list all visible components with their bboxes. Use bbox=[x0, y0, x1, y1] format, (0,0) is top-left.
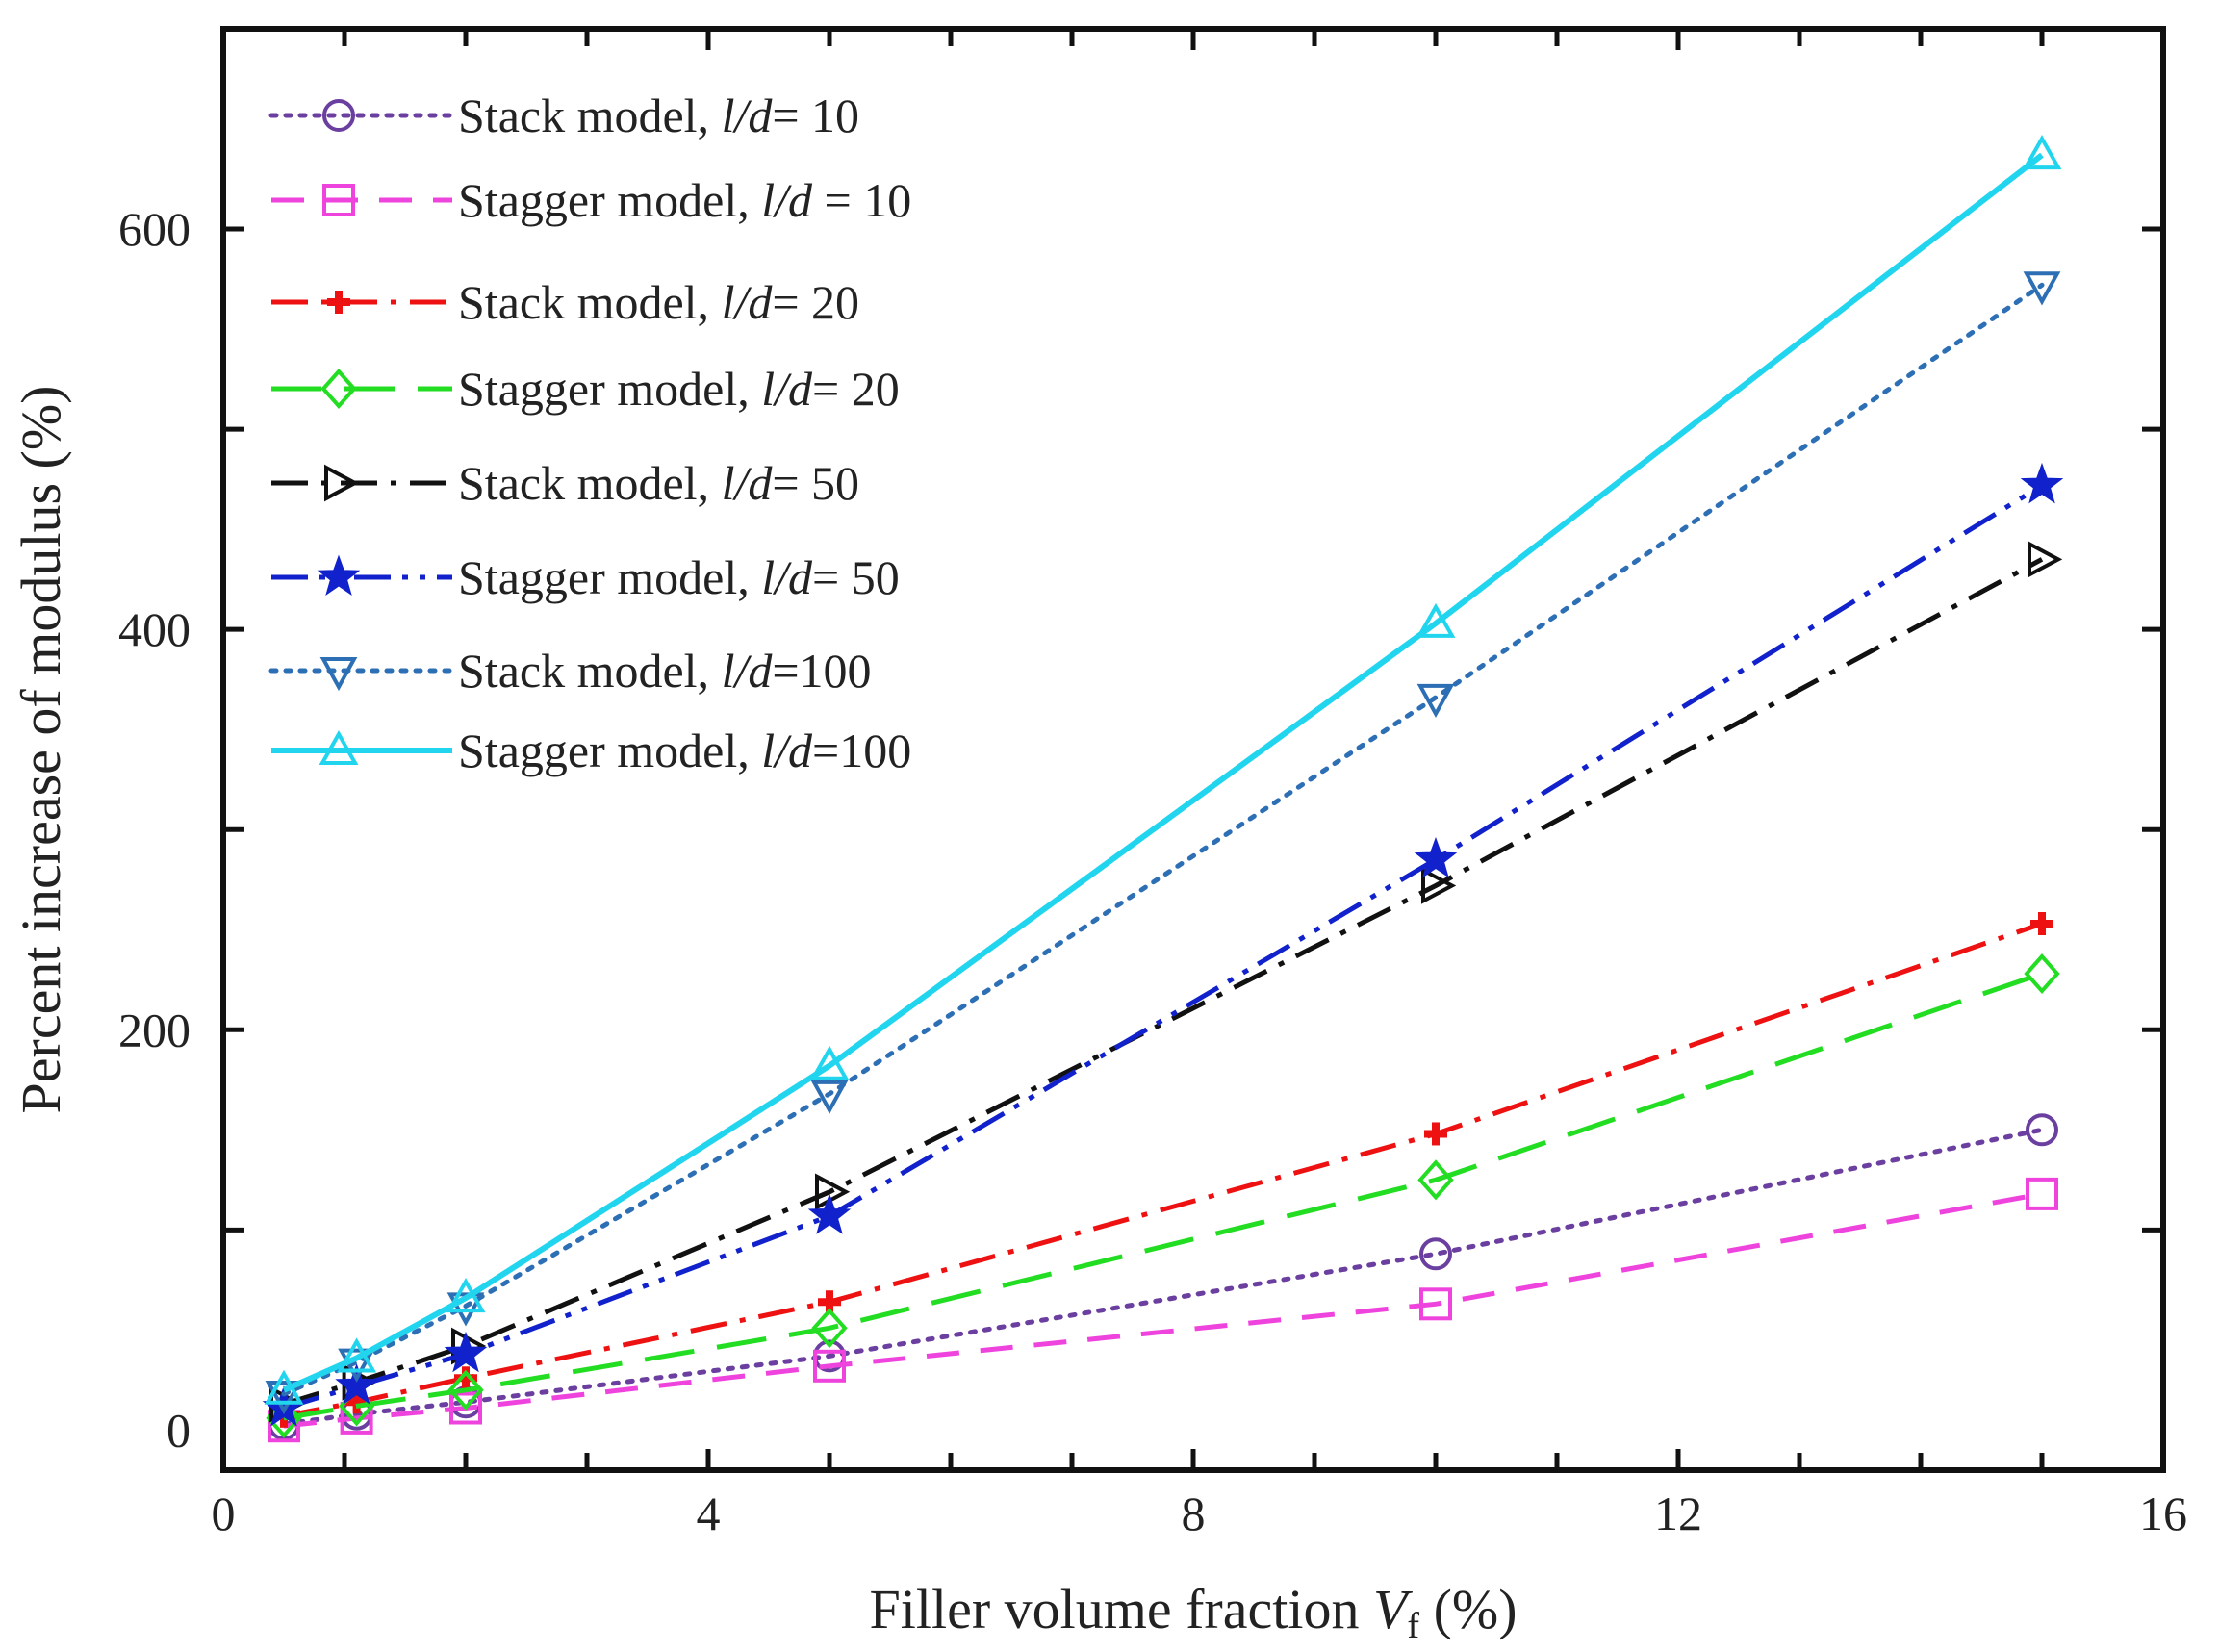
data-point bbox=[2023, 271, 2061, 306]
legend-marker bbox=[320, 368, 357, 410]
legend-label: Stagger model, l/d= 50 bbox=[458, 550, 900, 604]
data-point bbox=[807, 1193, 852, 1234]
series-line bbox=[283, 483, 2044, 1411]
data-point bbox=[1416, 683, 1455, 719]
data-point bbox=[447, 1369, 484, 1411]
legend-item: Stack model, l/d=100 bbox=[268, 644, 872, 698]
series-8 bbox=[264, 135, 2062, 1405]
legend-marker bbox=[319, 729, 359, 765]
series-line bbox=[281, 1127, 2045, 1427]
data-point bbox=[1417, 1159, 1454, 1201]
data-point bbox=[2022, 135, 2062, 170]
x-tick-label: 12 bbox=[1654, 1487, 1702, 1540]
data-point bbox=[813, 1349, 846, 1383]
legend-marker bbox=[327, 291, 350, 314]
legend-label: Stack model, l/d= 50 bbox=[458, 456, 859, 510]
legend-marker bbox=[317, 554, 361, 596]
legend-label: Stagger model, l/d= 20 bbox=[458, 362, 900, 416]
legend-marker bbox=[322, 99, 355, 132]
data-point bbox=[335, 1363, 378, 1405]
legend-marker bbox=[322, 184, 355, 216]
series-4 bbox=[266, 953, 2060, 1438]
data-point bbox=[2024, 953, 2060, 995]
legend-marker bbox=[319, 657, 358, 692]
y-tick-label: 200 bbox=[118, 1003, 191, 1056]
legend-label: Stack model, l/d= 20 bbox=[458, 275, 859, 329]
x-axis-title: Filler volume fraction Vf (%) bbox=[869, 1578, 1517, 1646]
y-tick-label: 600 bbox=[118, 202, 191, 256]
data-point bbox=[446, 1278, 486, 1313]
legend-label: Stagger model, l/d = 10 bbox=[458, 173, 911, 227]
data-point bbox=[1424, 1122, 1447, 1146]
data-point bbox=[446, 1292, 485, 1327]
legend-label: Stack model, l/d=100 bbox=[458, 644, 872, 698]
series-layer bbox=[262, 135, 2064, 1443]
series-line bbox=[283, 1191, 2043, 1429]
data-point bbox=[264, 1369, 304, 1405]
legend-item: Stagger model, l/d= 20 bbox=[271, 362, 900, 416]
data-point bbox=[2020, 462, 2064, 504]
x-tick-label: 16 bbox=[2139, 1487, 2187, 1540]
series-line bbox=[283, 971, 2043, 1421]
legend-item: Stagger model, l/d=100 bbox=[271, 724, 911, 777]
data-point bbox=[449, 1391, 482, 1425]
y-tick-label: 0 bbox=[166, 1403, 191, 1457]
data-point bbox=[337, 1337, 377, 1373]
y-axis-title: Percent increase of modulus (%) bbox=[10, 386, 72, 1114]
data-point bbox=[2026, 1113, 2058, 1147]
data-point bbox=[811, 1308, 848, 1349]
x-tick-label: 0 bbox=[212, 1487, 236, 1540]
y-axis-ticks: 0 200 400 600 bbox=[118, 202, 2163, 1457]
data-point bbox=[2028, 541, 2063, 578]
x-tick-label: 8 bbox=[1182, 1487, 1206, 1540]
data-point bbox=[1416, 602, 1456, 638]
data-point bbox=[1414, 836, 1458, 878]
x-tick-label: 4 bbox=[697, 1487, 721, 1540]
data-point bbox=[1419, 1287, 1452, 1321]
series-line bbox=[283, 921, 2043, 1419]
series-6 bbox=[262, 462, 2064, 1427]
data-point bbox=[809, 1045, 850, 1080]
y-tick-label: 400 bbox=[118, 602, 191, 656]
data-point bbox=[444, 1331, 488, 1373]
legend-item: Stack model, l/d= 20 bbox=[271, 275, 859, 329]
legend-item: Stack model, l/d= 50 bbox=[271, 456, 859, 510]
data-point bbox=[1419, 1237, 1452, 1271]
legend-marker bbox=[324, 464, 360, 502]
legend-item: Stack model, l/d= 10 bbox=[268, 89, 859, 142]
x-axis-ticks: 0 4 8 12 16 bbox=[212, 29, 2187, 1540]
legend-item: Stagger model, l/d = 10 bbox=[271, 173, 911, 227]
data-point bbox=[266, 1397, 302, 1438]
legend: Stack model, l/d= 10 Stagger model, l/d =… bbox=[268, 89, 911, 777]
data-point bbox=[1421, 867, 1457, 904]
legend-label: Stack model, l/d= 10 bbox=[458, 89, 859, 142]
data-point bbox=[265, 1380, 303, 1415]
legend-label: Stagger model, l/d=100 bbox=[458, 724, 911, 777]
legend-item: Stagger model, l/d= 50 bbox=[271, 550, 900, 604]
data-point bbox=[810, 1080, 849, 1114]
data-point bbox=[2026, 1177, 2058, 1210]
data-point bbox=[2030, 912, 2053, 936]
